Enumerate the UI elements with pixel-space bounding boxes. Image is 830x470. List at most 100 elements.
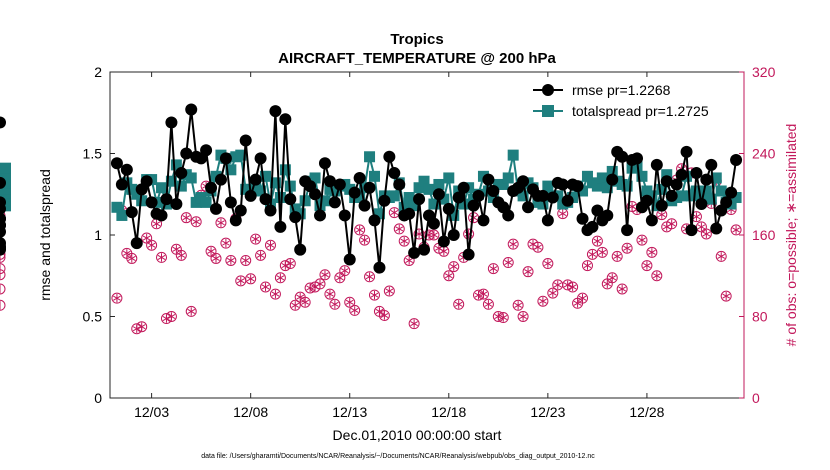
obs-point [146, 239, 158, 251]
rmse-point [125, 206, 138, 219]
obs-point [334, 272, 346, 284]
rmse-point [645, 214, 658, 227]
obs-point [156, 251, 168, 263]
rmse-point [606, 173, 619, 186]
totalspread-point [136, 195, 148, 207]
rmse-point [517, 175, 530, 188]
rmse-point [333, 178, 346, 191]
totalspread-point [225, 164, 237, 176]
totalspread-point [170, 159, 182, 171]
rmse-point [660, 175, 673, 188]
obs-point [443, 270, 455, 282]
rmse-point [467, 199, 480, 212]
totalspread-point [690, 185, 702, 197]
rmse-point [259, 193, 272, 206]
rmse-point [388, 167, 401, 180]
rmse-point [571, 180, 584, 193]
y-right-tick-label: 0 [752, 390, 760, 406]
obs-point [606, 272, 618, 284]
rmse-point [546, 191, 559, 204]
rmse-point [631, 152, 644, 165]
obs-point [0, 248, 6, 260]
rmse-point [309, 188, 322, 201]
obs-point [240, 254, 252, 266]
obs-point [700, 228, 712, 240]
totalspread-point [577, 185, 589, 197]
totalspread-point [423, 183, 435, 195]
obs-point [393, 223, 405, 235]
rmse-point [0, 212, 6, 225]
totalspread-point [364, 151, 376, 163]
totalspread-point [0, 162, 11, 174]
totalspread-point [507, 149, 519, 161]
obs-point [482, 298, 494, 310]
rmse-point [363, 181, 376, 194]
obs-point [250, 233, 262, 245]
totalspread-point [299, 195, 311, 207]
obs-point [522, 266, 534, 278]
obs-point [0, 269, 6, 281]
rmse-point [670, 178, 683, 191]
legend-spread-label: totalspread pr=1.2725 [572, 103, 709, 119]
obs-point [165, 311, 177, 322]
obs-point [344, 296, 356, 308]
rmse-point [368, 214, 381, 227]
totalspread-point [606, 165, 618, 177]
rmse-point [720, 196, 733, 209]
totalspread-point [591, 180, 603, 192]
obs-point [299, 296, 311, 308]
rmse-point [675, 168, 688, 181]
rmse-point [0, 242, 6, 255]
rmse-point [229, 214, 242, 227]
obs-point [274, 272, 286, 284]
totalspread-point [260, 170, 272, 182]
rmse-point [655, 199, 668, 212]
rmse-point [269, 105, 282, 118]
rmse-point [205, 181, 218, 194]
rmse-point [561, 194, 574, 207]
totalspread-point [428, 198, 440, 210]
y-axis-left-label: rmse and totalspread [37, 169, 53, 301]
obs-point [314, 278, 326, 290]
legend: rmse pr=1.2268 totalspread pr=1.2725 [528, 78, 742, 126]
rmse-point [279, 113, 292, 126]
totalspread-point [319, 195, 331, 207]
rmse-point [0, 196, 6, 209]
rmse-point [472, 189, 485, 202]
obs-point [715, 250, 727, 262]
rmse-point [556, 178, 569, 191]
legend-spread-marker [542, 105, 554, 117]
rmse-point [318, 157, 331, 170]
rmse-point [120, 163, 133, 176]
totalspread-point [517, 190, 529, 202]
obs-point [532, 241, 544, 253]
totalspread-point [537, 198, 549, 210]
obs-point [220, 237, 232, 249]
data-file-footer: data file: /Users/gharamti/Documents/NCA… [201, 453, 595, 460]
obs-point [383, 285, 395, 297]
rmse-point [591, 204, 604, 217]
rmse-point [175, 167, 188, 180]
obs-point [378, 309, 390, 321]
obs-point [205, 245, 217, 257]
obs-point [542, 258, 554, 270]
rmse-point [254, 152, 267, 165]
x-tick-label: 12/23 [530, 404, 565, 420]
obs-point [289, 299, 301, 311]
rmse-point [725, 186, 738, 199]
obs-point [364, 271, 376, 283]
totalspread-point [0, 200, 11, 212]
totalspread-point [646, 190, 658, 202]
totalspread-point [116, 209, 128, 221]
obs-point [354, 224, 366, 236]
rmse-point [502, 209, 515, 222]
obs-point [319, 269, 331, 281]
totalspread-point [433, 178, 445, 190]
rmse-point [690, 167, 703, 180]
obs-point [368, 289, 380, 301]
totalspread-point [175, 180, 187, 192]
obs-point [175, 249, 187, 261]
rmse-point [185, 103, 198, 116]
obs-point [621, 242, 633, 254]
